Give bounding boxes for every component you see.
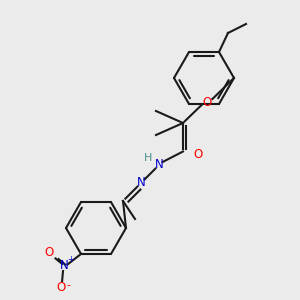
Text: N: N bbox=[60, 259, 69, 272]
Text: O: O bbox=[45, 246, 54, 259]
Text: -: - bbox=[66, 280, 70, 290]
Text: N: N bbox=[154, 158, 164, 172]
Text: N: N bbox=[136, 176, 146, 190]
Text: O: O bbox=[194, 148, 203, 161]
Text: O: O bbox=[57, 281, 66, 294]
Text: O: O bbox=[202, 95, 211, 109]
Text: H: H bbox=[144, 153, 153, 164]
Text: +: + bbox=[67, 255, 74, 264]
